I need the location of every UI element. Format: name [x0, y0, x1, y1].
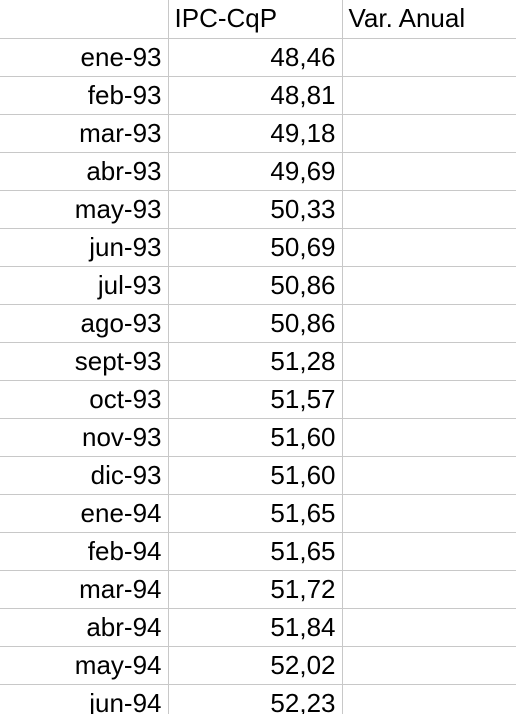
table-row: oct-93 51,57: [0, 380, 516, 419]
table-row: mar-93 49,18: [0, 114, 516, 153]
date-cell[interactable]: jul-93: [0, 266, 169, 305]
table-row: feb-93 48,81: [0, 76, 516, 115]
table-row: dic-93 51,60: [0, 456, 516, 495]
var-anual-cell[interactable]: [342, 494, 516, 533]
ipc-value-cell[interactable]: 49,18: [168, 114, 343, 153]
date-cell[interactable]: nov-93: [0, 418, 169, 457]
table-row: feb-94 51,65: [0, 532, 516, 571]
var-anual-cell[interactable]: [342, 76, 516, 115]
table-row: jun-93 50,69: [0, 228, 516, 267]
date-cell[interactable]: abr-93: [0, 152, 169, 191]
var-anual-cell[interactable]: [342, 114, 516, 153]
date-cell[interactable]: mar-93: [0, 114, 169, 153]
table-row: mar-94 51,72: [0, 570, 516, 609]
date-cell[interactable]: ene-94: [0, 494, 169, 533]
table-row: may-94 52,02: [0, 646, 516, 685]
var-anual-cell[interactable]: [342, 456, 516, 495]
header-row: IPC-CqP Var. Anual: [0, 0, 516, 39]
table-row: nov-93 51,60: [0, 418, 516, 457]
date-cell[interactable]: may-93: [0, 190, 169, 229]
date-cell[interactable]: feb-94: [0, 532, 169, 571]
ipc-value-cell[interactable]: 52,23: [168, 684, 343, 714]
date-cell[interactable]: may-94: [0, 646, 169, 685]
date-cell[interactable]: jun-94: [0, 684, 169, 714]
var-anual-cell[interactable]: [342, 190, 516, 229]
table-row: jun-94 52,23: [0, 684, 516, 714]
var-anual-cell[interactable]: [342, 570, 516, 609]
header-cell-ipc[interactable]: IPC-CqP: [168, 0, 343, 39]
date-cell[interactable]: oct-93: [0, 380, 169, 419]
ipc-value-cell[interactable]: 51,65: [168, 494, 343, 533]
table-row: may-93 50,33: [0, 190, 516, 229]
table-row: abr-93 49,69: [0, 152, 516, 191]
var-anual-cell[interactable]: [342, 380, 516, 419]
var-anual-cell[interactable]: [342, 304, 516, 343]
ipc-value-cell[interactable]: 50,33: [168, 190, 343, 229]
ipc-value-cell[interactable]: 48,81: [168, 76, 343, 115]
date-cell[interactable]: sept-93: [0, 342, 169, 381]
table-row: ene-94 51,65: [0, 494, 516, 533]
ipc-value-cell[interactable]: 51,57: [168, 380, 343, 419]
table-row: jul-93 50,86: [0, 266, 516, 305]
header-cell-var-anual[interactable]: Var. Anual: [342, 0, 516, 39]
var-anual-cell[interactable]: [342, 266, 516, 305]
var-anual-cell[interactable]: [342, 38, 516, 77]
date-cell[interactable]: abr-94: [0, 608, 169, 647]
date-cell[interactable]: dic-93: [0, 456, 169, 495]
var-anual-cell[interactable]: [342, 342, 516, 381]
table-row: ago-93 50,86: [0, 304, 516, 343]
var-anual-cell[interactable]: [342, 684, 516, 714]
date-cell[interactable]: jun-93: [0, 228, 169, 267]
date-cell[interactable]: mar-94: [0, 570, 169, 609]
ipc-value-cell[interactable]: 50,86: [168, 304, 343, 343]
table-row: ene-93 48,46: [0, 38, 516, 77]
var-anual-cell[interactable]: [342, 646, 516, 685]
var-anual-cell[interactable]: [342, 608, 516, 647]
ipc-value-cell[interactable]: 51,60: [168, 418, 343, 457]
ipc-value-cell[interactable]: 50,69: [168, 228, 343, 267]
ipc-value-cell[interactable]: 48,46: [168, 38, 343, 77]
var-anual-cell[interactable]: [342, 152, 516, 191]
date-cell[interactable]: ene-93: [0, 38, 169, 77]
ipc-value-cell[interactable]: 49,69: [168, 152, 343, 191]
var-anual-cell[interactable]: [342, 418, 516, 457]
var-anual-cell[interactable]: [342, 532, 516, 571]
header-cell-date[interactable]: [0, 0, 169, 39]
var-anual-cell[interactable]: [342, 228, 516, 267]
date-cell[interactable]: ago-93: [0, 304, 169, 343]
ipc-value-cell[interactable]: 51,28: [168, 342, 343, 381]
ipc-value-cell[interactable]: 51,65: [168, 532, 343, 571]
ipc-value-cell[interactable]: 52,02: [168, 646, 343, 685]
date-cell[interactable]: feb-93: [0, 76, 169, 115]
ipc-value-cell[interactable]: 51,60: [168, 456, 343, 495]
ipc-value-cell[interactable]: 51,72: [168, 570, 343, 609]
ipc-value-cell[interactable]: 51,84: [168, 608, 343, 647]
ipc-value-cell[interactable]: 50,86: [168, 266, 343, 305]
table-row: abr-94 51,84: [0, 608, 516, 647]
table-row: sept-93 51,28: [0, 342, 516, 381]
